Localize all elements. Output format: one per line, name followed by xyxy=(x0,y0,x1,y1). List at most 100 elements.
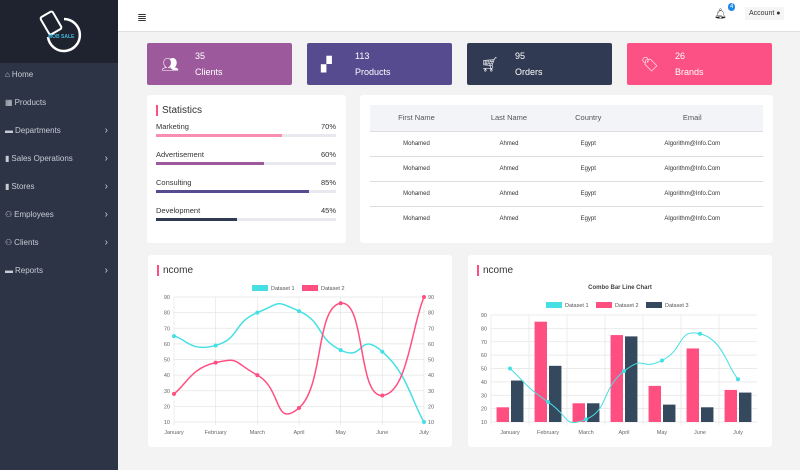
stat-card-clients[interactable]: 👥︎ 35 Clients xyxy=(147,43,292,85)
chevron-right-icon: › xyxy=(104,208,108,220)
home-icon: ⌂ xyxy=(5,69,10,79)
bell-icon[interactable]: 🔔︎ xyxy=(714,9,727,20)
account-button[interactable]: Account ● xyxy=(745,7,785,20)
bar-dataset-2[interactable] xyxy=(648,385,661,422)
table-row[interactable]: Mohamed Ahmed Egypt Algorithm@Info.Com xyxy=(370,130,763,156)
bar-dataset-3[interactable] xyxy=(701,407,714,422)
column-header[interactable]: Last Name xyxy=(462,105,555,131)
legend-label[interactable]: Dataset 3 xyxy=(665,303,689,309)
card-value: 113 xyxy=(355,51,370,61)
bar-dataset-3[interactable] xyxy=(587,403,600,422)
data-point[interactable] xyxy=(622,369,626,374)
stat-card-products[interactable]: ▞ 113 Products xyxy=(307,43,452,85)
data-point[interactable] xyxy=(255,310,260,315)
table-row[interactable]: Mohamed Ahmed Egypt Algorithm@Info.Com xyxy=(370,155,763,181)
stat-percent: 60% xyxy=(320,150,336,159)
stat-marketing: Marketing 70% xyxy=(156,122,336,137)
bar-dataset-3[interactable] xyxy=(625,336,638,422)
logo-text: MOB SALE xyxy=(48,34,75,40)
sidebar-item-departments[interactable]: ▬ Departments › xyxy=(0,116,118,144)
sidebar-item-home[interactable]: ⌂ Home xyxy=(0,60,118,88)
card-value: 35 xyxy=(195,51,206,61)
column-header[interactable]: Email xyxy=(621,105,763,131)
table-row[interactable]: Mohamed Ahmed Egypt Algorithm@Info.Com xyxy=(370,205,763,231)
chart-title-text: Combo Bar Line Chart xyxy=(588,285,652,291)
card-label: Products xyxy=(355,67,391,77)
sidebar-item-label: Stores xyxy=(11,181,35,191)
column-header[interactable]: First Name xyxy=(370,105,463,131)
table-cell: Egypt xyxy=(554,180,622,206)
menu-toggle-icon[interactable]: ≣ xyxy=(137,10,148,24)
data-point[interactable] xyxy=(338,348,343,353)
series-line-dataset-2 xyxy=(173,296,425,415)
sidebar-item-clients[interactable]: ⚇ Clients › xyxy=(0,228,118,256)
column-header[interactable]: Country xyxy=(554,105,622,131)
data-point[interactable] xyxy=(660,358,664,363)
table-cell: Ahmed xyxy=(462,205,555,231)
stat-development: Development 45% xyxy=(156,206,336,221)
bar-dataset-3[interactable] xyxy=(511,380,524,422)
data-point[interactable] xyxy=(546,399,550,404)
table-cell: Ahmed xyxy=(462,130,555,156)
data-point[interactable] xyxy=(172,391,176,396)
bar-dataset-2[interactable] xyxy=(572,403,585,422)
legend-label[interactable]: Dataset 2 xyxy=(321,286,345,292)
sidebar-item-stores[interactable]: ▮ Stores › xyxy=(0,172,118,200)
data-point[interactable] xyxy=(213,360,218,365)
bar-dataset-2[interactable] xyxy=(534,321,547,422)
data-point[interactable] xyxy=(508,366,512,371)
x-tick-label: June xyxy=(694,430,706,436)
logo[interactable]: MOB SALE xyxy=(0,0,118,63)
data-point[interactable] xyxy=(422,295,426,299)
sidebar-item-label: Clients xyxy=(14,237,39,247)
table-row[interactable]: Mohamed Ahmed Egypt Algorithm@Info.Com xyxy=(370,180,763,206)
grid-icon: ▦ xyxy=(5,97,13,107)
cart-icon: 🛒︎ xyxy=(481,56,499,72)
data-point[interactable] xyxy=(213,343,218,348)
bar-dataset-2[interactable] xyxy=(496,407,509,422)
tag-icon: 🏷︎ xyxy=(641,56,659,72)
top-header: ≣ 🔔︎ 4 Account ● xyxy=(118,0,800,32)
legend-label[interactable]: Dataset 1 xyxy=(271,286,295,292)
bar-dataset-2[interactable] xyxy=(686,348,699,422)
legend-label[interactable]: Dataset 2 xyxy=(615,303,639,309)
data-point[interactable] xyxy=(422,420,426,424)
data-point[interactable] xyxy=(698,331,702,336)
boxes-icon: ▞ xyxy=(321,56,332,72)
bar-dataset-2[interactable] xyxy=(724,389,737,422)
progress-bar xyxy=(156,190,336,193)
bar-dataset-3[interactable] xyxy=(739,392,752,422)
data-point[interactable] xyxy=(584,417,588,422)
bar-dataset-3[interactable] xyxy=(663,404,676,422)
y2-tick-label: 90 xyxy=(428,295,434,301)
data-point[interactable] xyxy=(380,393,385,398)
stat-consulting: Consulting 85% xyxy=(156,178,336,193)
sidebar-item-label: Products xyxy=(14,97,47,107)
data-point[interactable] xyxy=(297,405,301,410)
data-point[interactable] xyxy=(338,301,343,306)
legend-label[interactable]: Dataset 1 xyxy=(565,303,589,309)
data-point[interactable] xyxy=(172,334,176,339)
x-tick-label: March xyxy=(250,430,265,436)
data-point[interactable] xyxy=(297,309,301,314)
y-tick-label: 10 xyxy=(481,420,487,426)
data-point[interactable] xyxy=(380,349,385,354)
data-point[interactable] xyxy=(255,373,260,378)
y-tick-label: 10 xyxy=(164,420,170,426)
chevron-right-icon: › xyxy=(104,180,108,192)
sidebar-item-reports[interactable]: ▬ Reports › xyxy=(0,256,118,284)
sidebar-item-label: Home xyxy=(11,69,34,79)
x-tick-label: April xyxy=(618,430,629,436)
data-point[interactable] xyxy=(736,377,740,382)
sidebar-item-employees[interactable]: ⚇ Employees › xyxy=(0,200,118,228)
card-label: Clients xyxy=(195,67,223,77)
table-cell: Algorithm@Info.Com xyxy=(621,130,763,156)
sidebar-item-products[interactable]: ▦ Products xyxy=(0,88,118,116)
sidebar-item-sales-operations[interactable]: ▮ Sales Operations › xyxy=(0,144,118,172)
file-icon: ▮ xyxy=(5,181,10,191)
stat-card-orders[interactable]: 🛒︎ 95 Orders xyxy=(467,43,612,85)
x-tick-label: April xyxy=(293,430,304,436)
bar-dataset-3[interactable] xyxy=(549,365,562,422)
stat-card-brands[interactable]: 🏷︎ 26 Brands xyxy=(627,43,772,85)
progress-bar xyxy=(156,218,336,221)
